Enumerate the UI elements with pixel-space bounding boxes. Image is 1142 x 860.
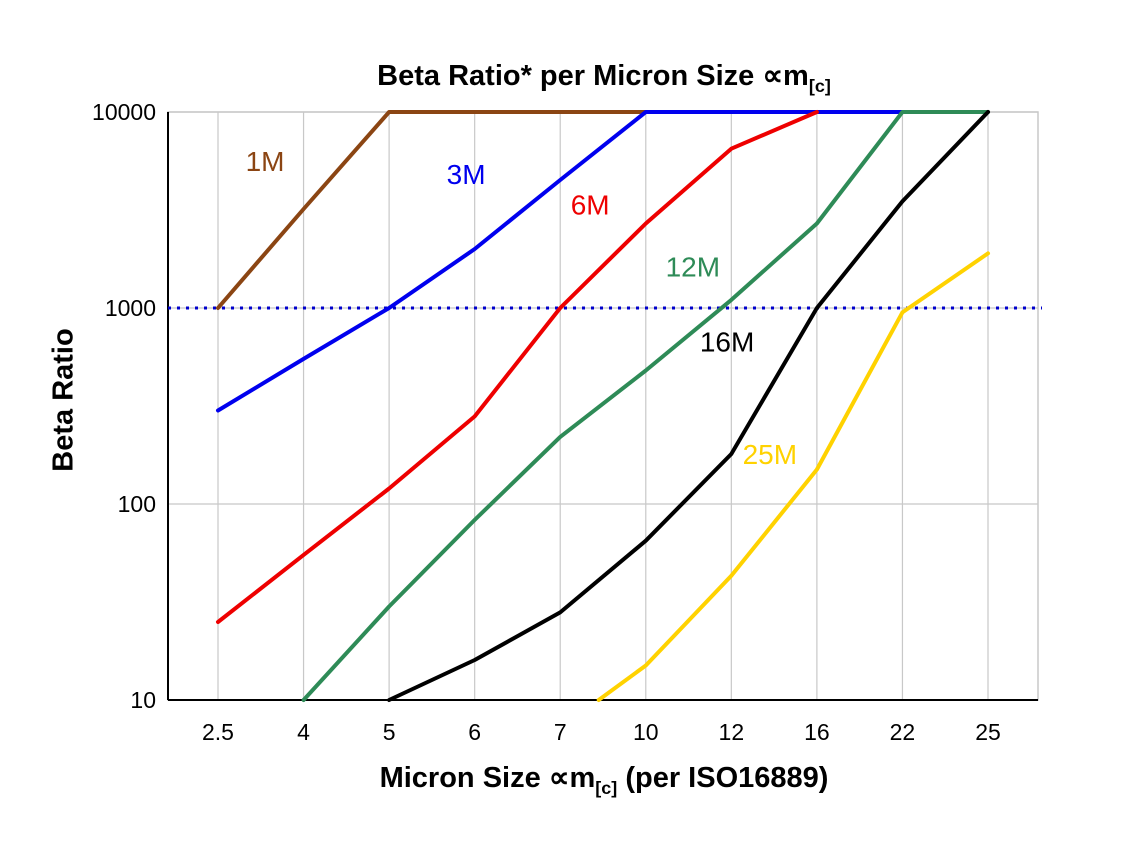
chart-title-text: Beta Ratio* per Micron Size <box>377 60 763 92</box>
x-tick-label: 12 <box>719 719 745 745</box>
y-tick-label: 100 <box>118 491 156 517</box>
series-line-3M <box>216 110 905 413</box>
x-tick-label: 2.5 <box>202 719 234 745</box>
x-tick-label: 6 <box>468 719 481 745</box>
series-label-25M: 25M <box>743 439 797 470</box>
chart-title: Beta Ratio* per Micron Size ∝m[c] <box>170 58 1038 97</box>
series-label-12M: 12M <box>666 251 720 282</box>
x-tick-label: 4 <box>297 719 310 745</box>
x-tick-label: 10 <box>633 719 659 745</box>
series-label-1M: 1M <box>246 146 285 177</box>
x-tick-label: 5 <box>383 719 396 745</box>
x-axis-title-text: Micron Size <box>379 762 549 794</box>
series-line-6M <box>216 110 819 624</box>
y-tick-label: 10 <box>130 687 156 713</box>
x-tick-label: 16 <box>804 719 830 745</box>
x-axis-title-suffix: (per ISO16889) <box>617 762 829 794</box>
x-axis-title-subscript: [c] <box>595 777 618 798</box>
x-tick-label: 25 <box>975 719 1001 745</box>
x-axis-title: Micron Size ∝m[c] (per ISO16889) <box>170 760 1038 799</box>
series-label-6M: 6M <box>571 189 610 220</box>
chart-title-symbol: ∝m <box>762 60 809 92</box>
x-axis-title-symbol: ∝m <box>548 762 596 794</box>
y-tick-label: 10000 <box>92 99 156 125</box>
chart-title-subscript: [c] <box>808 75 831 96</box>
x-tick-label: 22 <box>890 719 916 745</box>
series-line-16M <box>387 110 990 702</box>
series-label-3M: 3M <box>447 159 486 190</box>
y-tick-label: 1000 <box>105 295 156 321</box>
y-axis-title: Beta Ratio <box>47 328 80 472</box>
series-line-12M <box>301 110 990 702</box>
series-line-25M <box>596 251 990 702</box>
series-label-16M: 16M <box>700 326 754 357</box>
x-tick-label: 7 <box>554 719 567 745</box>
series-line-1M <box>216 110 648 310</box>
